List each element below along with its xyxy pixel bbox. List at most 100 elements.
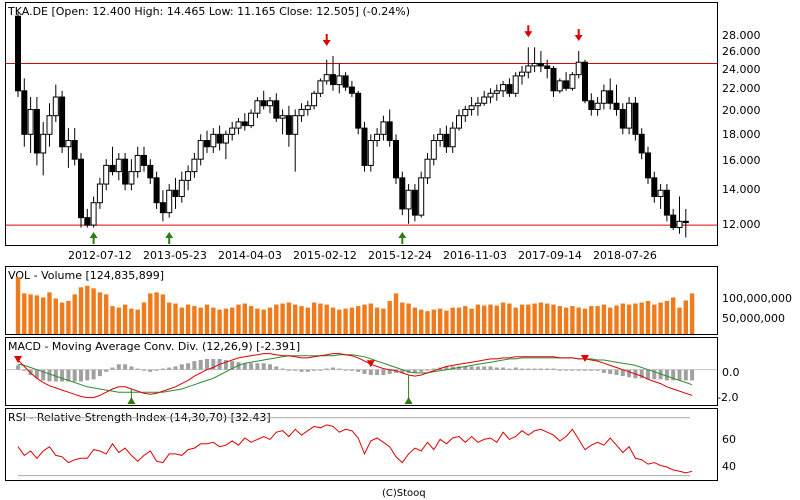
volume-bar: [255, 308, 260, 334]
candle-body: [411, 189, 418, 216]
candle-body: [500, 84, 507, 92]
candle-body: [367, 140, 374, 166]
candle-body: [166, 189, 173, 214]
candle-body: [550, 67, 557, 92]
macd-histogram-bar: [343, 369, 348, 371]
volume-bar: [626, 304, 632, 334]
candle-body: [279, 115, 286, 119]
macd-histogram-bar: [664, 369, 669, 381]
macd-histogram-bar: [608, 369, 613, 374]
volume-bar: [299, 306, 304, 334]
candle-body: [575, 61, 582, 76]
macd-histogram-bar: [526, 368, 531, 370]
date-tick: 2016-11-03: [443, 249, 507, 262]
macd-histogram-bar: [576, 369, 581, 371]
volume-bar: [526, 304, 531, 334]
candle-body: [115, 158, 122, 173]
candle-body: [185, 171, 192, 181]
volume-bar: [488, 304, 493, 334]
candle-body: [645, 152, 651, 179]
macd-histogram-bar: [129, 366, 134, 370]
volume-bar: [652, 304, 657, 334]
macd-histogram-bar: [324, 368, 329, 370]
macd-tick: -2.0: [717, 391, 738, 404]
volume-bar: [211, 307, 216, 334]
macd-histogram-bar: [425, 369, 430, 371]
candle-body: [594, 102, 601, 110]
macd-histogram-bar: [494, 367, 499, 370]
volume-bar: [337, 309, 342, 334]
volume-bar: [173, 303, 178, 334]
candle-body: [569, 74, 576, 89]
candle-body: [418, 177, 425, 216]
volume-bar: [97, 292, 103, 334]
macd-histogram-bar: [444, 366, 449, 370]
candle-body: [449, 127, 456, 148]
volume-bar: [22, 293, 27, 334]
macd-histogram-bar: [677, 369, 682, 381]
macd-histogram-bar: [683, 369, 688, 381]
candle-body: [544, 65, 551, 69]
candle-body: [600, 90, 607, 104]
date-tick: 2018-07-26: [593, 249, 657, 262]
macd-histogram-bar: [274, 366, 279, 370]
candle-body: [46, 115, 53, 135]
candle-body: [676, 220, 683, 229]
macd-histogram-bar: [589, 369, 594, 371]
volume-bar: [116, 307, 121, 334]
volume-bar: [15, 277, 21, 334]
macd-histogram-bar: [690, 369, 695, 381]
macd-histogram-bar: [482, 366, 487, 370]
volume-bar: [59, 302, 65, 334]
candle-body: [399, 177, 406, 210]
candle-body: [330, 74, 336, 86]
volume-bar: [563, 307, 569, 334]
volume-bar: [513, 307, 518, 334]
price-tick: 18.000: [722, 128, 761, 141]
volume-bar: [160, 294, 166, 334]
volume-bar: [639, 302, 644, 334]
volume-bar: [412, 307, 418, 334]
volume-bar: [582, 308, 588, 334]
volume-bar: [349, 307, 355, 334]
volume-bar: [545, 303, 550, 334]
volume-bar: [456, 307, 462, 334]
candle-body: [424, 158, 431, 179]
volume-bar: [475, 304, 481, 334]
macd-histogram-bar: [551, 368, 556, 370]
candle-body: [317, 80, 324, 94]
date-tick: 2012-07-12: [68, 249, 132, 262]
macd-histogram-bar: [595, 369, 600, 371]
macd-sell-marker-icon: [14, 356, 22, 364]
volume-bar: [519, 304, 525, 334]
candle-body: [21, 90, 28, 135]
volume-bar: [570, 306, 575, 334]
candle-body: [273, 100, 280, 119]
candle-body: [405, 189, 412, 210]
volume-bar: [217, 309, 222, 334]
date-tick: 2014-04-03: [218, 249, 282, 262]
volume-bar: [393, 293, 399, 334]
volume-bar: [85, 285, 90, 334]
volume-bar: [425, 311, 430, 334]
macd-histogram-bar: [230, 361, 235, 370]
volume-bar: [28, 294, 33, 334]
candle-body: [33, 108, 40, 154]
macd-histogram-bar: [186, 363, 191, 370]
volume-bar: [557, 306, 562, 334]
macd-histogram-bar: [450, 366, 455, 370]
candle-body: [556, 80, 563, 92]
volume-bar: [154, 292, 159, 334]
volume-bar: [122, 304, 128, 334]
volume-bar: [242, 303, 247, 334]
macd-histogram-bar: [268, 364, 272, 370]
macd-histogram-bar: [72, 369, 77, 382]
macd-panel: [5, 337, 718, 406]
volume-bar: [589, 306, 594, 334]
macd-histogram-bar: [375, 369, 380, 376]
candle-body: [462, 108, 469, 117]
macd-histogram-bar: [142, 369, 146, 371]
macd-histogram-bar: [475, 366, 480, 370]
volume-bar: [482, 305, 487, 334]
